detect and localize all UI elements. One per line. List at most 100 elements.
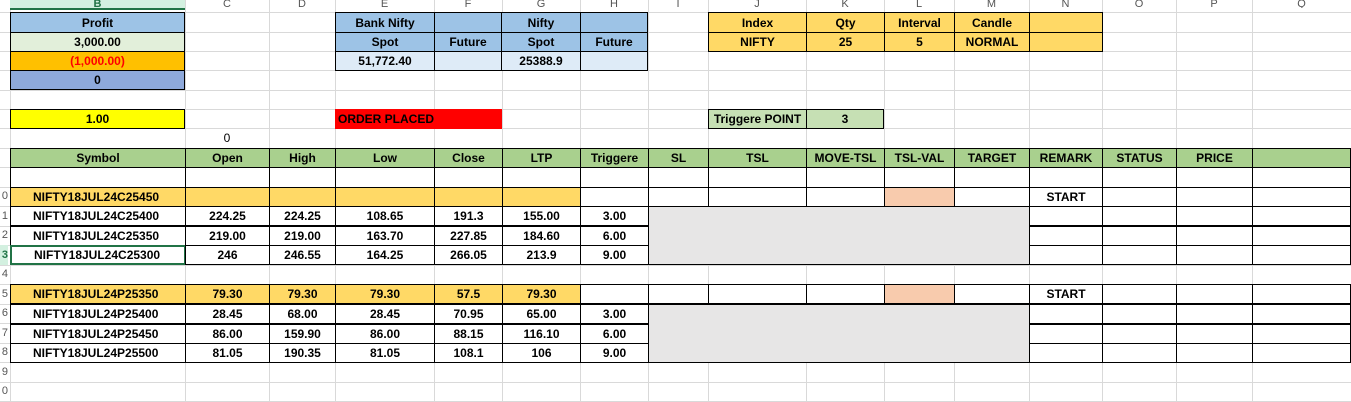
column-header[interactable]: Q — [1297, 0, 1306, 8]
data-row-open[interactable]: 246 — [185, 245, 270, 265]
bank-nifty-label[interactable]: Bank Nifty — [335, 12, 435, 33]
bank-nifty-spot-value[interactable]: 51,772.40 — [335, 51, 435, 71]
data-row-cell[interactable] — [1029, 304, 1103, 324]
data-row-cell[interactable] — [1176, 304, 1253, 324]
column-header[interactable]: F — [464, 0, 472, 8]
table-blank-cell[interactable] — [648, 167, 709, 188]
table-header-close[interactable]: Close — [434, 148, 503, 168]
data-row-ltp[interactable]: 155.00 — [502, 206, 581, 226]
table-header-symbol[interactable]: Symbol — [10, 148, 186, 168]
data-row-symbol[interactable]: NIFTY18JUL24P25450 — [10, 324, 186, 344]
column-header[interactable]: P — [1210, 0, 1218, 8]
data-row-open[interactable]: 81.05 — [185, 343, 270, 363]
table-header-status[interactable]: STATUS — [1102, 148, 1177, 168]
row-number[interactable]: 1 — [1, 210, 8, 222]
data-row-cell[interactable] — [1029, 206, 1103, 226]
main-row-cell[interactable] — [708, 284, 807, 304]
c6-value-cell[interactable]: 0 — [223, 130, 231, 145]
table-blank-cell[interactable] — [1029, 167, 1103, 188]
data-row-cell[interactable] — [1102, 226, 1177, 246]
column-header[interactable]: J — [754, 0, 760, 8]
table-header-tsl-val[interactable]: TSL-VAL — [884, 148, 955, 168]
main-row-cell[interactable] — [1102, 284, 1177, 304]
data-row-open[interactable]: 219.00 — [185, 226, 270, 246]
data-row-low[interactable]: 86.00 — [335, 324, 435, 344]
data-row-high[interactable]: 246.55 — [269, 245, 336, 265]
main-row-close[interactable] — [434, 187, 503, 207]
main-row-cell[interactable] — [708, 187, 807, 207]
data-row-cell[interactable] — [1029, 226, 1103, 246]
bank-nifty-future-value[interactable] — [434, 51, 502, 71]
data-row-ltp[interactable]: 213.9 — [502, 245, 581, 265]
main-row-cell[interactable] — [648, 284, 709, 304]
data-row-symbol[interactable]: NIFTY18JUL24P25500 — [10, 343, 186, 363]
main-row-low[interactable]: 79.30 — [335, 284, 435, 304]
data-row-cell[interactable] — [1252, 245, 1351, 265]
data-row-symbol[interactable]: NIFTY18JUL24C25400 — [10, 206, 186, 226]
bank-nifty-empty[interactable] — [434, 12, 502, 33]
table-blank-cell[interactable] — [954, 167, 1030, 188]
column-header[interactable]: K — [841, 0, 849, 8]
data-row-cell[interactable] — [1102, 343, 1177, 363]
settings-header-cell[interactable]: Qty — [806, 12, 885, 33]
data-row-trigger[interactable]: 9.00 — [580, 245, 649, 265]
row-number[interactable]: 4 — [1, 268, 8, 280]
table-header-low[interactable]: Low — [335, 148, 435, 168]
zero-value-cell[interactable]: 0 — [10, 70, 185, 90]
data-row-low[interactable]: 163.70 — [335, 226, 435, 246]
nifty-future-value[interactable] — [580, 51, 648, 71]
column-header[interactable]: N — [1061, 0, 1070, 8]
data-row-trigger[interactable]: 9.00 — [580, 343, 649, 363]
row-number[interactable]: 8 — [1, 346, 8, 358]
main-row-cell[interactable] — [954, 187, 1030, 207]
data-row-ltp[interactable]: 106 — [502, 343, 581, 363]
main-row-cell[interactable] — [648, 187, 709, 207]
table-blank-cell[interactable] — [708, 167, 807, 188]
settings-value-cell[interactable] — [1029, 32, 1103, 52]
data-row-cell[interactable] — [1102, 245, 1177, 265]
row-number[interactable]: 5 — [1, 288, 8, 300]
main-row-cell[interactable] — [1102, 187, 1177, 207]
data-row-cell[interactable] — [1029, 245, 1103, 265]
nifty-spot-label[interactable]: Spot — [501, 32, 581, 52]
main-row-symbol[interactable]: NIFTY18JUL24P25350 — [10, 284, 186, 304]
column-header[interactable]: G — [536, 0, 546, 8]
main-row-cell[interactable] — [954, 284, 1030, 304]
settings-value-cell[interactable]: 25 — [806, 32, 885, 52]
trigger-point-value[interactable]: 3 — [806, 109, 884, 129]
nifty-empty[interactable] — [580, 12, 648, 33]
data-row-cell[interactable] — [1252, 304, 1351, 324]
table-header-price[interactable]: PRICE — [1176, 148, 1253, 168]
column-header[interactable]: O — [1134, 0, 1144, 8]
table-blank-cell[interactable] — [1102, 167, 1177, 188]
data-row-trigger[interactable]: 3.00 — [580, 206, 649, 226]
data-row-open[interactable]: 86.00 — [185, 324, 270, 344]
column-header[interactable]: I — [676, 0, 680, 8]
table-header-triggere[interactable]: Triggere — [580, 148, 649, 168]
data-row-cell[interactable] — [1029, 343, 1103, 363]
data-row-close[interactable]: 191.3 — [434, 206, 503, 226]
column-header[interactable]: B — [10, 0, 185, 10]
column-header[interactable]: D — [298, 0, 306, 8]
main-row-cell[interactable] — [580, 187, 649, 207]
table-header-extra[interactable] — [1252, 148, 1351, 168]
data-row-high[interactable]: 224.25 — [269, 206, 336, 226]
data-row-cell[interactable] — [1029, 324, 1103, 344]
data-row-open[interactable]: 224.25 — [185, 206, 270, 226]
data-row-close[interactable]: 266.05 — [434, 245, 503, 265]
data-row-high[interactable]: 68.00 — [269, 304, 336, 324]
main-row-cell[interactable] — [1252, 187, 1351, 207]
data-row-low[interactable]: 164.25 — [335, 245, 435, 265]
data-row-cell[interactable] — [1176, 226, 1253, 246]
data-row-cell[interactable] — [1102, 206, 1177, 226]
settings-header-cell[interactable]: Index — [708, 12, 807, 33]
column-header[interactable]: L — [915, 0, 923, 8]
main-row-cell[interactable] — [806, 187, 885, 207]
table-blank-cell[interactable] — [884, 167, 955, 188]
table-blank-cell[interactable] — [185, 167, 270, 188]
main-row-cell[interactable] — [1176, 284, 1253, 304]
bank-nifty-spot-label[interactable]: Spot — [335, 32, 435, 52]
settings-value-cell[interactable]: NIFTY — [708, 32, 807, 52]
column-header[interactable]: H — [610, 0, 618, 8]
row-number[interactable]: 3 — [0, 245, 8, 265]
